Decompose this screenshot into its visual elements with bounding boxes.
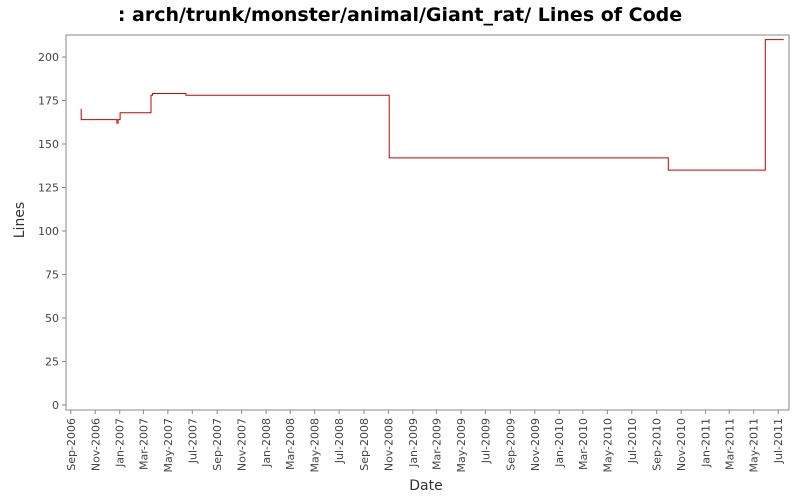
x-tick-label: Jan-2008 [260, 418, 273, 468]
x-tick-label: May-2007 [162, 418, 175, 473]
x-tick-label: Mar-2011 [723, 418, 736, 470]
x-tick-label: Jul-2007 [186, 418, 199, 464]
x-tick-label: Sep-2009 [504, 418, 517, 471]
x-tick-label: Jul-2009 [479, 418, 492, 464]
x-tick-label: Mar-2007 [137, 418, 150, 470]
x-axis-label: Date [409, 478, 442, 494]
y-axis: 0 25 50 75 100 125 150 175 200 [38, 51, 66, 412]
y-axis-label: Lines [12, 202, 28, 238]
x-tick-label: Nov-2010 [675, 418, 688, 471]
y-tick-label: 25 [45, 356, 59, 369]
y-tick-label: 200 [38, 51, 59, 64]
y-tick-label: 100 [38, 225, 59, 238]
x-tick-label: Jul-2008 [333, 418, 346, 464]
x-tick-label: Sep-2008 [358, 418, 371, 471]
x-tick-label: May-2009 [455, 418, 468, 473]
x-tick-label: Jan-2011 [700, 418, 713, 468]
y-tick-label: 175 [38, 95, 59, 108]
x-tick-label: Jan-2009 [407, 418, 420, 468]
y-tick-label: 150 [38, 138, 59, 151]
x-tick-label: Mar-2009 [431, 418, 444, 470]
x-axis: Sep-2006 Nov-2006 Jan-2007 Mar-2007 May-2007… [65, 410, 785, 473]
x-tick-label: Mar-2010 [577, 418, 590, 470]
x-tick-label: Jan-2007 [114, 418, 127, 468]
x-tick-label: Jan-2010 [553, 418, 566, 468]
y-tick-label: 125 [38, 182, 59, 195]
x-tick-label: Sep-2007 [211, 418, 224, 471]
chart-title: : arch/trunk/monster/animal/Giant_rat/ L… [118, 4, 682, 26]
series-line [80, 39, 784, 171]
x-tick-label: Sep-2006 [65, 418, 78, 471]
x-tick-label: May-2011 [748, 418, 761, 473]
x-tick-label: Sep-2010 [651, 418, 664, 471]
x-tick-label: Nov-2009 [529, 418, 542, 471]
x-tick-label: Jul-2011 [772, 418, 785, 464]
x-tick-label: Jul-2010 [626, 418, 639, 464]
y-tick-label: 50 [45, 312, 59, 325]
x-tick-label: Nov-2006 [89, 418, 102, 471]
series-layer [80, 39, 784, 171]
x-tick-label: Mar-2008 [284, 418, 297, 470]
x-tick-label: May-2008 [309, 418, 322, 473]
x-tick-label: May-2010 [601, 418, 614, 473]
y-tick-label: 0 [52, 399, 59, 412]
x-tick-label: Nov-2008 [382, 418, 395, 471]
y-tick-label: 75 [45, 269, 59, 282]
plot-area [65, 34, 790, 411]
x-tick-label: Nov-2007 [236, 418, 249, 471]
